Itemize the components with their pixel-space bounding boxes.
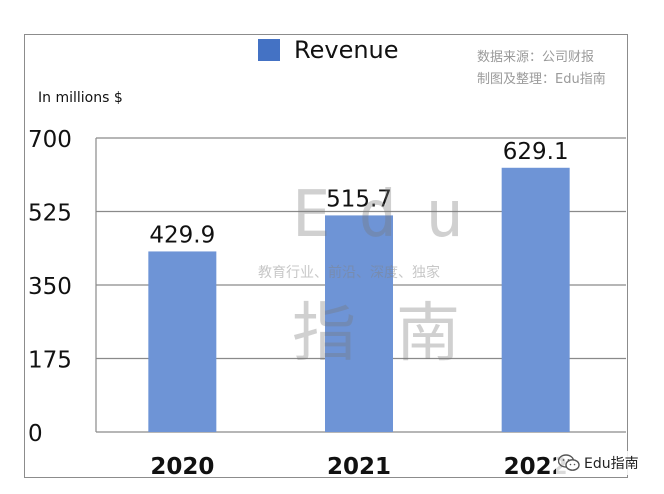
source-note-line1: 数据来源：公司财报 — [477, 50, 595, 65]
wechat-icon — [557, 454, 580, 472]
x-tick-label: 2021 — [327, 454, 391, 480]
chart-frame — [24, 34, 628, 478]
bar — [501, 167, 570, 432]
data-label: 429.9 — [149, 222, 215, 248]
data-label: 629.1 — [503, 139, 569, 165]
y-tick-label: 525 — [28, 201, 72, 227]
x-tick-label: 2020 — [150, 454, 214, 480]
legend: Revenue — [258, 36, 399, 64]
watermark-tagline: 教育行业、前沿、深度、独家 — [258, 265, 440, 281]
watermark-zh: 指南 — [292, 297, 500, 371]
wechat-badge: Edu指南 — [556, 451, 641, 475]
y-axis-unit-label: In millions $ — [38, 90, 123, 106]
y-tick-label: 350 — [28, 274, 72, 300]
bar — [325, 215, 393, 432]
y-tick-label: 700 — [28, 127, 72, 153]
watermark-edu: Edu — [292, 178, 492, 252]
legend-swatch — [258, 39, 280, 61]
bar — [148, 251, 217, 432]
data-label: 515.7 — [326, 186, 392, 212]
legend-label: Revenue — [294, 36, 399, 64]
wechat-badge-label: Edu指南 — [584, 456, 639, 472]
y-tick-label: 175 — [28, 348, 72, 374]
y-tick-label: 0 — [28, 421, 43, 447]
source-note-line2: 制图及整理：Edu指南 — [477, 72, 606, 87]
